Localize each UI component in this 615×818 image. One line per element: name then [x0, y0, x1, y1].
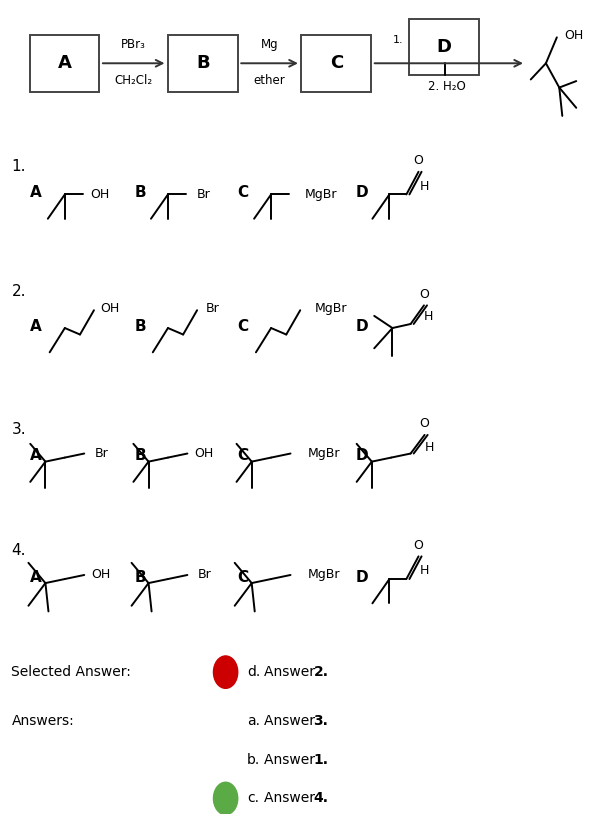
Text: 2. H₂O: 2. H₂O: [428, 80, 466, 93]
Text: a.: a.: [247, 714, 260, 728]
Text: C: C: [238, 448, 249, 464]
Text: A: A: [30, 448, 41, 464]
Text: Br: Br: [196, 188, 210, 201]
Text: O: O: [413, 538, 424, 551]
Text: OH: OH: [90, 188, 109, 201]
Text: MgBr: MgBr: [304, 188, 337, 201]
Text: D: D: [356, 186, 368, 200]
Text: 2.: 2.: [12, 284, 26, 299]
Text: C: C: [330, 54, 343, 72]
Circle shape: [213, 782, 238, 815]
Text: ✓: ✓: [220, 791, 231, 804]
Text: B: B: [196, 54, 210, 72]
Text: 1.: 1.: [392, 35, 403, 45]
Text: D: D: [356, 319, 368, 334]
Text: 4.: 4.: [314, 792, 328, 806]
Text: PBr₃: PBr₃: [121, 38, 146, 52]
Text: A: A: [58, 54, 71, 72]
Bar: [30, 35, 100, 92]
Text: Answer: Answer: [264, 714, 319, 728]
Text: Br: Br: [206, 302, 220, 315]
Text: b.: b.: [247, 753, 260, 766]
Text: OH: OH: [92, 569, 111, 582]
Text: Selected Answer:: Selected Answer:: [12, 665, 132, 679]
Text: C: C: [238, 319, 249, 334]
Text: c.: c.: [247, 792, 259, 806]
Text: ether: ether: [253, 74, 285, 87]
Text: H: H: [425, 441, 434, 453]
Text: O: O: [413, 154, 424, 167]
Text: O: O: [419, 288, 429, 300]
Text: OH: OH: [195, 447, 214, 460]
Text: B: B: [135, 448, 146, 464]
Text: O: O: [419, 417, 429, 430]
Text: B: B: [135, 319, 146, 334]
Text: H: H: [420, 180, 429, 193]
Text: 3.: 3.: [314, 714, 328, 728]
Bar: [410, 19, 479, 75]
Text: OH: OH: [100, 302, 119, 315]
Text: Answer: Answer: [264, 792, 319, 806]
Text: C: C: [238, 570, 249, 585]
Text: CH₂Cl₂: CH₂Cl₂: [114, 74, 153, 87]
Text: 1.: 1.: [314, 753, 328, 766]
Text: ✕: ✕: [220, 665, 231, 678]
Bar: [301, 35, 371, 92]
Text: MgBr: MgBr: [314, 302, 347, 315]
Text: Mg: Mg: [261, 38, 278, 52]
Text: B: B: [135, 570, 146, 585]
Text: Br: Br: [94, 447, 108, 460]
Text: 2.: 2.: [314, 665, 328, 679]
Text: D: D: [356, 570, 368, 585]
Bar: [168, 35, 238, 92]
Text: D: D: [356, 448, 368, 464]
Text: H: H: [424, 310, 434, 323]
Text: 4.: 4.: [12, 543, 26, 558]
Text: MgBr: MgBr: [308, 447, 340, 460]
Text: 1.: 1.: [12, 159, 26, 173]
Text: A: A: [30, 319, 41, 334]
Circle shape: [213, 656, 238, 688]
Text: B: B: [135, 186, 146, 200]
Text: A: A: [30, 186, 41, 200]
Text: H: H: [420, 564, 429, 578]
Text: Br: Br: [197, 569, 211, 582]
Text: Answer: Answer: [264, 753, 319, 766]
Text: C: C: [238, 186, 249, 200]
Text: 3.: 3.: [12, 422, 26, 437]
Text: d.: d.: [247, 665, 260, 679]
Text: A: A: [30, 570, 41, 585]
Text: OH: OH: [564, 29, 584, 43]
Text: Answers:: Answers:: [12, 714, 74, 728]
Text: Answer: Answer: [264, 665, 319, 679]
Text: D: D: [437, 38, 452, 56]
Text: MgBr: MgBr: [308, 569, 340, 582]
